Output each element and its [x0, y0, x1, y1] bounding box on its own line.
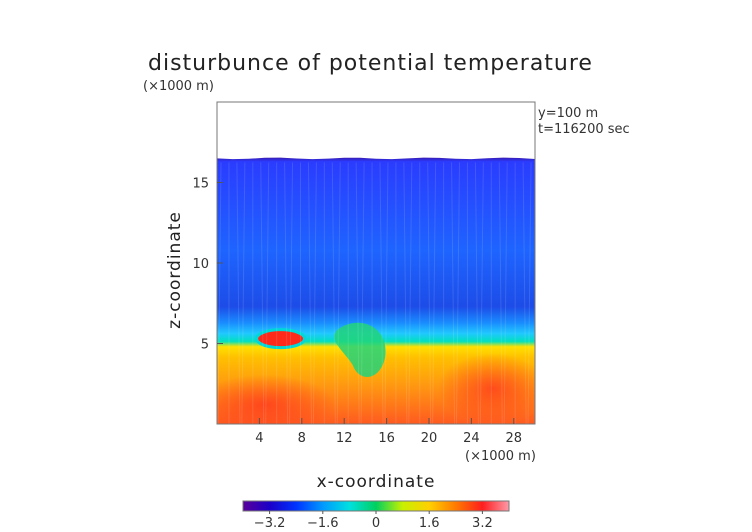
colorbar-tick-label: −1.6 — [307, 516, 339, 531]
hot-spot-left — [217, 374, 335, 424]
y-tick-label: 5 — [201, 338, 209, 353]
colorbar-tick-label: 0 — [372, 516, 380, 531]
texture-line — [265, 162, 270, 424]
y-unit-label: (×1000 m) — [143, 79, 214, 94]
annotation-y: y=100 m — [538, 106, 598, 121]
hot-spot-right — [437, 353, 535, 424]
x-tick-label: 8 — [298, 431, 306, 446]
texture-line — [307, 162, 312, 424]
texture-line — [236, 162, 241, 424]
texture-line — [527, 162, 532, 424]
y-axis-label: z-coordinate — [165, 211, 185, 329]
colorbar-ticks: −3.2 −1.6 0 1.6 3.2 — [254, 511, 493, 531]
contour-texture — [217, 162, 532, 424]
y-tick-label: 15 — [192, 177, 209, 192]
green-plume — [334, 322, 386, 377]
texture-line — [403, 162, 408, 424]
y-ticks: 5 10 15 — [192, 177, 223, 353]
texture-line — [479, 162, 484, 424]
texture-line — [355, 162, 360, 424]
colorbar-tick-label: 1.6 — [419, 516, 440, 531]
colorbar — [242, 500, 510, 512]
colorbar-tick-label: −3.2 — [254, 516, 286, 531]
x-tick-label: 4 — [255, 431, 263, 446]
temperature-field — [217, 157, 535, 424]
annotation-t: t=116200 sec — [538, 122, 630, 137]
texture-line — [331, 162, 336, 424]
texture-line — [384, 162, 389, 424]
x-tick-label: 24 — [463, 431, 480, 446]
texture-line — [312, 162, 317, 424]
texture-line — [289, 162, 294, 424]
x-tick-label: 28 — [506, 431, 523, 446]
texture-line — [379, 162, 384, 424]
x-axis-label: x-coordinate — [317, 472, 436, 492]
y-tick-label: 10 — [192, 257, 209, 272]
texture-line — [408, 162, 413, 424]
warm-lens — [255, 328, 307, 350]
texture-line — [427, 162, 432, 424]
texture-line — [503, 162, 508, 424]
colorbar-tick-label: 3.2 — [472, 516, 493, 531]
texture-line — [474, 162, 479, 424]
x-unit-label: (×1000 m) — [465, 449, 536, 464]
texture-line — [217, 162, 222, 424]
x-tick-label: 12 — [336, 431, 353, 446]
plot-area — [217, 157, 535, 424]
chart-title: disturbunce of potential temperature — [148, 51, 593, 76]
texture-line — [456, 162, 460, 424]
texture-line — [241, 162, 246, 424]
texture-line — [260, 162, 265, 424]
texture-line — [360, 162, 365, 424]
texture-line — [498, 162, 503, 424]
x-tick-label: 20 — [421, 431, 438, 446]
texture-line — [432, 162, 437, 424]
x-ticks: 4 8 12 16 20 24 28 — [255, 418, 522, 446]
x-tick-label: 16 — [378, 431, 395, 446]
texture-line — [284, 162, 289, 424]
texture-line — [336, 162, 341, 424]
texture-line — [522, 162, 527, 424]
texture-line — [451, 162, 456, 424]
